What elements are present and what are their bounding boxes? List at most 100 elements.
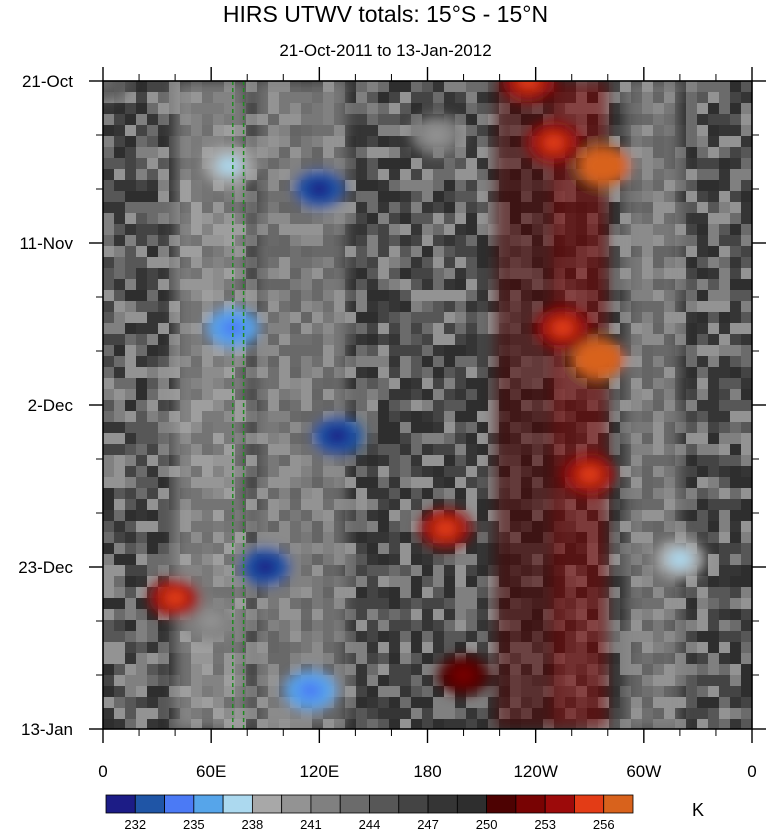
feature-core [433,519,458,538]
field-cell [367,686,379,698]
field-cell [389,499,401,511]
field-cell [488,719,500,729]
field-cell [708,565,720,577]
field-cell [125,246,137,258]
field-cell [246,598,258,610]
field-cell [719,532,731,544]
field-cell [697,477,709,489]
x-tick-label: 60W [626,762,661,781]
field-cell [466,92,478,104]
field-cell [378,609,390,621]
field-cell [147,664,159,676]
field-cell [114,290,126,302]
field-cell [719,268,731,280]
field-cell [125,543,137,555]
field-cell [158,697,170,709]
field-cell [686,444,698,456]
field-cell [730,609,742,621]
field-cell [411,92,423,104]
field-cell [455,598,467,610]
field-cell [147,334,159,346]
field-cell [114,620,126,632]
field-cell [433,642,445,654]
field-cell [433,169,445,181]
field-cell [444,576,456,588]
field-cell [697,301,709,313]
field-cell [741,202,752,214]
field-cell [477,488,489,500]
field-cell [466,125,478,137]
field-cell [686,521,698,533]
field-cell [433,653,445,665]
field-cell [378,488,390,500]
field-cell [246,224,258,236]
field-cell [719,587,731,599]
field-cell [378,191,390,203]
field-cell [422,598,434,610]
field-cell [345,554,357,566]
y-tick-label: 23-Dec [18,558,73,577]
field-cell [730,543,742,555]
field-cell [367,356,379,368]
field-cell [158,653,170,665]
field-cell [147,268,159,280]
field-cell [400,708,412,720]
field-cell [477,169,489,181]
field-cell [114,268,126,280]
field-cell [389,279,401,291]
field-cell [697,191,709,203]
field-cell [455,554,467,566]
field-cell [158,565,170,577]
field-cell [686,576,698,588]
field-cell [345,202,357,214]
field-cell [466,158,478,170]
field-cell [697,378,709,390]
field-cell [730,598,742,610]
field-cell [422,290,434,302]
field-cell [609,543,621,555]
field-cell [422,191,434,203]
field-cell [697,598,709,610]
field-cell [136,631,148,643]
field-cell [400,620,412,632]
field-cell [389,257,401,269]
field-cell [422,323,434,335]
field-cell [389,675,401,687]
field-cell [477,697,489,709]
field-cell [378,433,390,445]
field-cell [697,433,709,445]
field-cell [400,125,412,137]
field-cell [367,565,379,577]
field-cell [466,499,478,511]
field-cell [103,378,115,390]
y-tick-label: 13-Jan [21,720,73,739]
field-cell [697,389,709,401]
colorbar-swatch [603,794,634,814]
field-cell [378,554,390,566]
field-cell [719,510,731,522]
field-cell [708,532,720,544]
field-cell [246,400,258,412]
field-cell [730,576,742,588]
field-cell [455,202,467,214]
field-cell [741,103,752,115]
field-cell [697,631,709,643]
field-cell [411,532,423,544]
field-cell [697,92,709,104]
field-cell [444,587,456,599]
field-cell [356,301,368,313]
field-cell [114,334,126,346]
field-cell [422,246,434,258]
field-cell [609,235,621,247]
field-cell [455,301,467,313]
field-cell [158,136,170,148]
field-cell [389,92,401,104]
field-cell [158,103,170,115]
field-cell [103,686,115,698]
field-cell [378,235,390,247]
field-cell [477,565,489,577]
field-cell [246,664,258,676]
field-cell [730,180,742,192]
field-cell [741,411,752,423]
field-cell [400,334,412,346]
